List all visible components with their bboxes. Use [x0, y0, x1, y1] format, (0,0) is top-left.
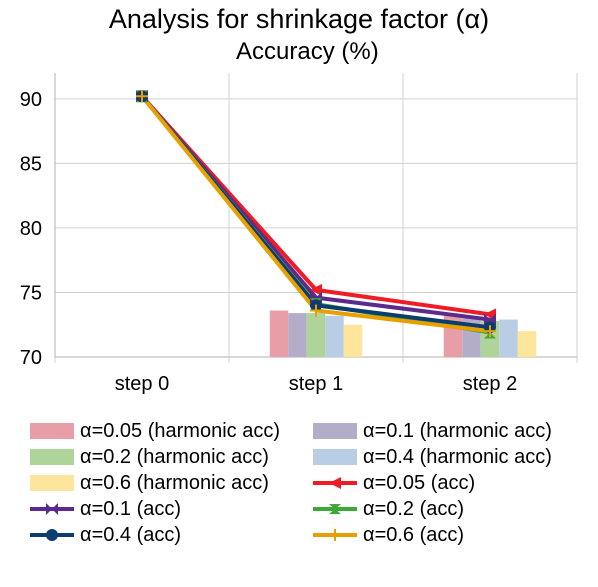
- bar-4-1: [343, 324, 363, 357]
- legend-label: α=0.05 (harmonic acc): [80, 420, 280, 442]
- legend-swatch: [313, 477, 357, 489]
- bar-2-1: [306, 313, 326, 357]
- legend-label: α=0.1 (acc): [80, 498, 182, 520]
- series-line-0: [140, 94, 492, 317]
- legend-label: α=0.05 (acc): [363, 472, 476, 494]
- legend-label: α=0.1 (harmonic acc): [363, 420, 552, 442]
- x-tick-label: step 0: [115, 373, 169, 395]
- point-1-2: [484, 313, 490, 326]
- legend-label: α=0.4 (acc): [80, 524, 182, 546]
- series-line-1: [140, 94, 492, 322]
- bar-4-2: [517, 331, 537, 357]
- y-tick-label: 80: [20, 218, 42, 240]
- bar-1-1: [288, 313, 307, 357]
- bar-0-1: [269, 310, 289, 357]
- legend-label: α=0.2 (harmonic acc): [80, 446, 269, 468]
- legend-swatch: [313, 423, 357, 439]
- chart-title: Analysis for shrinkage factor (α): [108, 4, 490, 34]
- legend-swatch: [30, 423, 74, 439]
- point-1-1: [310, 291, 316, 304]
- legend-label: α=0.6 (acc): [363, 524, 465, 546]
- y-tick-label: 85: [20, 153, 42, 175]
- legend-swatch: [30, 529, 74, 541]
- y-tick-label: 75: [20, 282, 42, 304]
- bar-3-1: [325, 315, 344, 357]
- legend-swatch: [313, 529, 357, 541]
- legend-swatch: [30, 475, 74, 491]
- legend-swatch: [30, 503, 74, 515]
- legend-swatch: [313, 449, 357, 465]
- legend-swatch: [313, 504, 357, 514]
- legend-swatch: [30, 449, 74, 465]
- legend-label: α=0.4 (harmonic acc): [363, 446, 552, 468]
- x-tick-label: step 1: [289, 373, 343, 395]
- legend-label: α=0.6 (harmonic acc): [80, 472, 269, 494]
- point-1-1: [316, 291, 322, 304]
- chart-subtitle: Accuracy (%): [236, 38, 379, 65]
- y-tick-label: 70: [20, 347, 42, 369]
- bar-3-2: [499, 319, 518, 357]
- point-0-1: [310, 283, 322, 296]
- point-1-2: [490, 313, 496, 326]
- y-tick-label: 90: [20, 89, 42, 111]
- legend-label: α=0.2 (acc): [363, 498, 465, 520]
- x-tick-label: step 2: [463, 373, 517, 395]
